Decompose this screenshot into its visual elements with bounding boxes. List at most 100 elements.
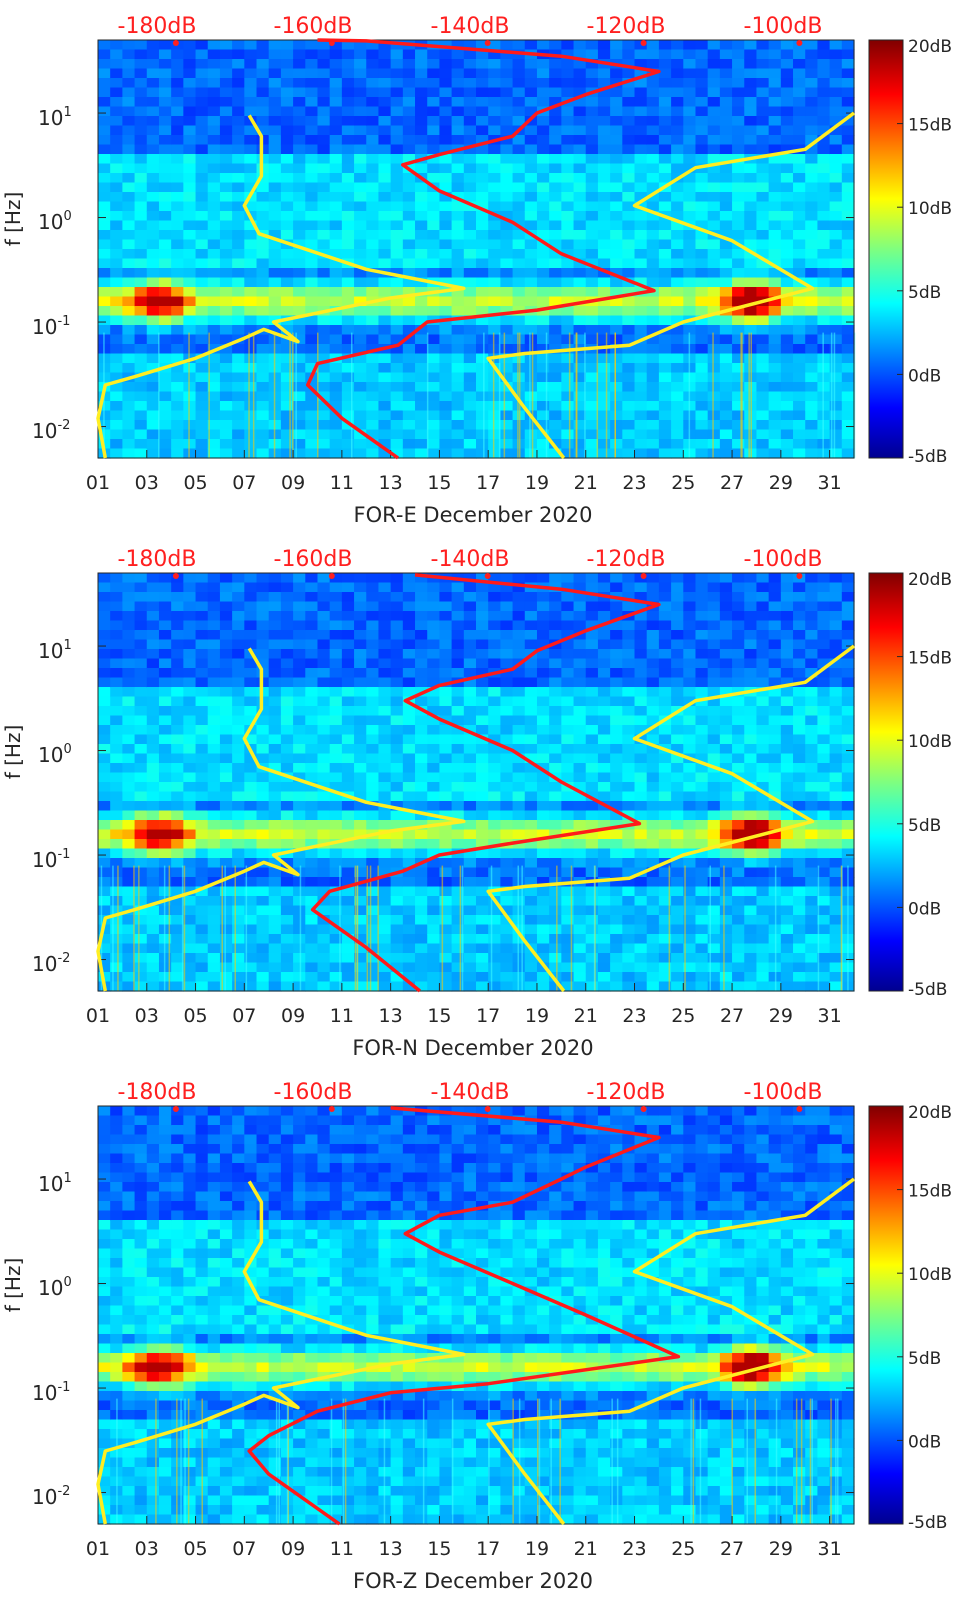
spectrogram-cell <box>219 763 233 774</box>
spectrogram-cell <box>561 630 575 641</box>
spectrogram-cell <box>158 306 172 317</box>
spectrogram-cell <box>536 848 550 859</box>
spectrogram-cell <box>841 201 855 212</box>
spectrogram-cell <box>500 658 514 669</box>
spectrogram-cell <box>573 391 587 402</box>
spectrogram-cell <box>354 68 367 79</box>
spectrogram-cell <box>268 192 282 203</box>
spectrogram-cell <box>549 877 562 888</box>
spectrogram-cell <box>512 106 526 117</box>
spectrogram-cell <box>463 782 477 793</box>
spectrogram-cell <box>183 201 197 212</box>
spectrogram-cell <box>646 173 660 184</box>
spectrogram-cell <box>378 582 392 593</box>
spectrogram-cell <box>451 696 465 707</box>
spectrogram-cell <box>500 306 514 317</box>
spectrogram-cell <box>341 696 355 707</box>
spectrogram-cell <box>232 182 245 193</box>
spectrogram-cell <box>390 106 404 117</box>
spectrogram-cell <box>183 772 197 783</box>
spectrogram-cell <box>622 763 636 774</box>
spectrogram-cell <box>256 981 270 992</box>
spectrogram-cell <box>671 592 684 603</box>
spectrogram-cell <box>390 573 404 584</box>
spectrogram-cell <box>597 981 611 992</box>
spectrogram-cell <box>244 144 258 155</box>
spectrogram-cell <box>378 753 392 764</box>
spectrogram-cell <box>158 116 172 127</box>
spectrogram-cell <box>622 448 636 459</box>
spectrogram-cell <box>378 744 392 755</box>
spectrogram-cell <box>207 363 221 374</box>
spectrogram-cell <box>646 639 660 650</box>
spectrogram-cell <box>244 592 258 603</box>
spectrogram-cell <box>232 97 245 108</box>
spectrogram-cell <box>585 220 599 231</box>
spectrogram-cell <box>219 363 233 374</box>
spectrogram-cell <box>171 401 184 412</box>
spectrogram-cell <box>671 611 684 622</box>
spectrogram-cell <box>293 943 306 954</box>
spectrogram-cell <box>524 363 538 374</box>
spectrogram-cell <box>719 344 733 355</box>
spectrogram-cell <box>402 915 416 926</box>
spectrogram-cell <box>451 249 465 260</box>
spectrogram-cell <box>476 420 489 431</box>
spectrogram-cell <box>658 353 672 364</box>
spectrogram-cell <box>183 734 197 745</box>
spectrogram-cell <box>695 135 709 146</box>
spectrogram-cell <box>146 68 160 79</box>
spectrogram-cell <box>561 439 575 450</box>
spectrogram-cell <box>134 924 148 935</box>
spectrogram-cell <box>707 220 721 231</box>
spectrogram-cell <box>805 154 819 165</box>
spectrogram-cell <box>354 315 367 326</box>
spectrogram-cell <box>280 905 294 916</box>
spectrogram-cell <box>597 125 611 136</box>
spectrogram-cell <box>378 658 392 669</box>
spectrogram-cell <box>317 573 331 584</box>
spectrogram-cell <box>536 706 550 717</box>
spectrogram-cell <box>622 268 636 279</box>
spectrogram-cell <box>171 706 184 717</box>
spectrogram-cell <box>768 334 782 345</box>
spectrogram-cell <box>756 410 770 421</box>
spectrogram-cell <box>171 192 184 203</box>
spectrogram-cell <box>293 725 306 736</box>
spectrogram-cell <box>354 429 367 440</box>
spectrogram-cell <box>134 334 148 345</box>
spectrogram-cell <box>146 867 160 878</box>
spectrogram-cell <box>634 620 648 631</box>
spectrogram-cell <box>829 201 843 212</box>
spectrogram-cell <box>98 154 111 165</box>
spectrogram-cell <box>780 315 794 326</box>
spectrogram-cell <box>707 382 721 393</box>
spectrogram-cell <box>622 97 636 108</box>
spectrogram-cell <box>744 59 758 70</box>
spectrogram-cell <box>671 981 684 992</box>
spectrogram-cell <box>219 201 233 212</box>
spectrogram-cell <box>536 211 550 222</box>
spectrogram-cell <box>658 391 672 402</box>
spectrogram-cell <box>597 116 611 127</box>
spectrogram-cell <box>110 639 123 650</box>
spectrogram-cell <box>622 687 636 698</box>
spectrogram-cell <box>756 154 770 165</box>
spectrogram-cell <box>134 287 148 298</box>
spectrogram-cell <box>561 401 575 412</box>
spectrogram-cell <box>134 753 148 764</box>
spectrogram-cell <box>549 972 562 983</box>
spectrogram-cell <box>695 211 709 222</box>
spectrogram-cell <box>817 249 831 260</box>
spectrogram-cell <box>110 943 123 954</box>
spectrogram-cell <box>463 78 477 89</box>
spectrogram-cell <box>488 924 501 935</box>
spectrogram-cell <box>524 334 538 345</box>
spectrogram-cell <box>232 706 245 717</box>
spectrogram-cell <box>610 924 623 935</box>
spectrogram-cell <box>98 677 111 688</box>
spectrogram-cell <box>671 915 684 926</box>
spectrogram-cell <box>463 725 477 736</box>
spectrogram-cell <box>293 287 306 298</box>
spectrogram-streak <box>188 332 190 458</box>
